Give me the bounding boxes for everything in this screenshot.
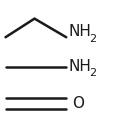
Text: 2: 2: [89, 34, 96, 44]
Text: 2: 2: [89, 68, 96, 78]
Text: NH: NH: [69, 24, 92, 39]
Text: O: O: [72, 96, 84, 111]
Text: NH: NH: [69, 59, 92, 74]
